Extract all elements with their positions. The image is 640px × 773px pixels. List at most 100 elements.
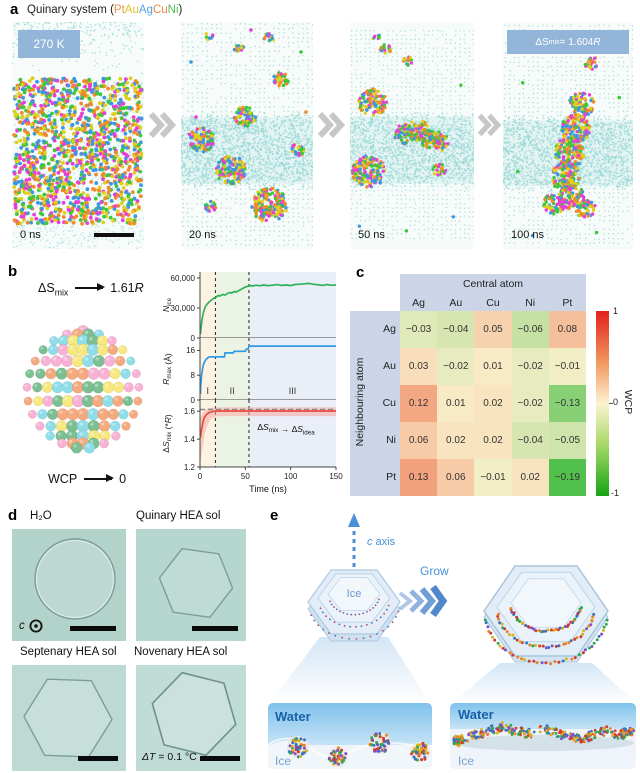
- entropy-value: 1.61: [110, 281, 135, 295]
- scale-bar: [78, 756, 118, 761]
- panel-d-label: d: [8, 507, 18, 524]
- entropy-badge-sub: mix: [548, 38, 560, 46]
- heatmap-cell-Ni-Cu: 0.02: [474, 422, 512, 459]
- scale-bar: [200, 756, 240, 761]
- entropy-badge-base: ΔS: [535, 36, 549, 48]
- long-arrow-icon: [75, 283, 106, 292]
- heatmap-cell-Ag-Au: −0.04: [437, 311, 475, 348]
- c-axis-marker: c: [19, 618, 44, 634]
- heatmap-cell-Ag-Ni: −0.06: [511, 311, 549, 348]
- heatmap-cell-Pt-Ag: 0.13: [400, 459, 438, 496]
- title-suffix: ): [178, 4, 183, 16]
- heatmap-cell-Au-Au: −0.02: [437, 348, 475, 385]
- micrograph-septenary: [12, 665, 126, 771]
- time-label-1: 20 ns: [189, 229, 216, 241]
- micro-title-quinary: Quinary HEA sol: [136, 510, 221, 522]
- entropy-R: R: [134, 281, 144, 295]
- heatmap-col-header: Central atom: [400, 274, 586, 294]
- kinetics-charts: 0 30,000 60,000 Nice 0 8 16 Rmax (Å) I II III 1.2 1.…: [156, 264, 352, 496]
- heatmap-cell-Cu-Cu: 0.02: [474, 385, 512, 422]
- scale-bar: [94, 233, 134, 237]
- heatmap-col-Au: Au: [437, 294, 475, 311]
- entropy-formula: ΔSmix 1.61R: [38, 281, 144, 298]
- heatmap-row-band: [350, 311, 400, 496]
- heatmap-cell-Pt-Ni: 0.02: [511, 459, 549, 496]
- heatmap-cell-Ni-Ni: −0.04: [511, 422, 549, 459]
- colorbar-tick-mid: 0: [613, 397, 619, 407]
- heatmap-col-Ni: Ni: [511, 294, 549, 311]
- wcp-formula: WCP 0: [48, 472, 126, 486]
- heatmap-cell-Cu-Pt: −0.13: [548, 385, 586, 422]
- simulation-render-50ns: [350, 28, 474, 243]
- simulation-render-0ns: [12, 22, 144, 249]
- micro-title-h2o: H₂O: [30, 510, 52, 522]
- colorbar-tick-mark: [609, 403, 613, 404]
- entropy-badge-R: R: [593, 36, 601, 48]
- temperature-badge: 270 K: [18, 30, 80, 58]
- heatmap-cell-Ag-Cu: 0.05: [474, 311, 512, 348]
- element-Pt: Pt: [113, 4, 125, 16]
- colorbar-label: WCP: [622, 389, 634, 415]
- heatmap-cell-Ag-Pt: 0.08: [548, 311, 586, 348]
- element-Au: Au: [124, 4, 139, 16]
- heatmap-cell-Au-Ag: 0.03: [400, 348, 438, 385]
- heatmap-row-header: Neighbouring atom: [354, 357, 366, 447]
- heatmap-row-Au: Au: [383, 360, 396, 372]
- time-label-2: 50 ns: [358, 229, 385, 241]
- scale-bar: [70, 626, 116, 631]
- heatmap-cell-Au-Cu: 0.01: [474, 348, 512, 385]
- simulation-snapshot-20ns: 20 ns: [181, 22, 313, 249]
- heatmap-row-Cu: Cu: [382, 397, 396, 409]
- time-label-0: 0 ns: [20, 229, 41, 241]
- microscopy-panel: d H₂O Quinary HEA sol c Septenary HEA so…: [0, 505, 258, 773]
- c-axis-letter: c: [19, 620, 25, 632]
- simulation-render-20ns: [181, 22, 313, 249]
- simulation-snapshot-0ns: 270 K 0 ns: [12, 22, 144, 249]
- panel-c-label: c: [356, 264, 365, 281]
- heatmap-row-Ag: Ag: [383, 323, 396, 335]
- panel-b-label: b: [8, 263, 18, 280]
- supercooling-note: ΔT = 0.1 °C: [142, 751, 197, 763]
- growth-schematic-panel: e Ice c axis Grow Water Ice Water Ice: [262, 505, 640, 773]
- entropy-base: ΔS: [38, 281, 55, 295]
- panel-a-title: Quinary system (PtAuAgCuNi): [27, 4, 182, 16]
- micro-title-septenary: Septenary HEA sol: [20, 646, 117, 658]
- heatmap-cell-Ni-Au: 0.02: [437, 422, 475, 459]
- wcp-label: WCP: [48, 472, 78, 486]
- heatmap-col-Ag: Ag: [400, 294, 438, 311]
- simulation-snapshot-50ns: 50 ns: [350, 22, 474, 249]
- title-prefix: Quinary system (: [27, 4, 114, 16]
- heatmap-row-Pt: Pt: [386, 471, 396, 483]
- wcp-heatmap: c Central atom Ag Au Cu Ni Pt Neighbouring a…: [350, 264, 640, 500]
- heatmap-cell-Pt-Au: 0.06: [437, 459, 475, 496]
- wcp-colorbar: [596, 311, 609, 496]
- colorbar-tick-min: -1: [611, 488, 620, 498]
- colorbar-tick-max: 1: [613, 306, 619, 316]
- nanoparticle-sphere: [15, 316, 151, 466]
- wcp-value: 0: [119, 472, 127, 486]
- heatmap-cell-Ni-Ag: 0.06: [400, 422, 438, 459]
- heatmap-cell-Cu-Au: 0.01: [437, 385, 475, 422]
- entropy-badge-rest: = 1.604: [559, 36, 594, 48]
- scale-bar: [192, 626, 238, 631]
- micrograph-novenary: ΔT = 0.1 °C: [136, 665, 246, 771]
- entropy-sub: mix: [54, 287, 69, 298]
- panel-a-label: a: [10, 1, 19, 18]
- entropy-badge: ΔS mix = 1.604 R: [507, 30, 629, 54]
- heatmap-cell-Au-Ni: −0.02: [511, 348, 549, 385]
- heatmap-cell-Cu-Ni: −0.02: [511, 385, 549, 422]
- arrow-right-icon: [317, 110, 347, 145]
- micrograph-h2o: c: [12, 529, 126, 641]
- element-Ni: Ni: [167, 4, 179, 16]
- simulation-render-100ns: [503, 23, 633, 248]
- heatmap-cell-Pt-Pt: −0.19: [548, 459, 586, 496]
- heatmap-col-Cu: Cu: [474, 294, 512, 311]
- element-Ag: Ag: [138, 4, 153, 16]
- heatmap-col-Pt: Pt: [548, 294, 586, 311]
- heatmap-cell-Cu-Ag: 0.12: [400, 385, 438, 422]
- heatmap-cell-Pt-Cu: −0.01: [474, 459, 512, 496]
- element-Cu: Cu: [152, 4, 168, 16]
- heatmap-row-Ni: Ni: [386, 434, 396, 446]
- time-label-3: 100 ns: [511, 229, 545, 241]
